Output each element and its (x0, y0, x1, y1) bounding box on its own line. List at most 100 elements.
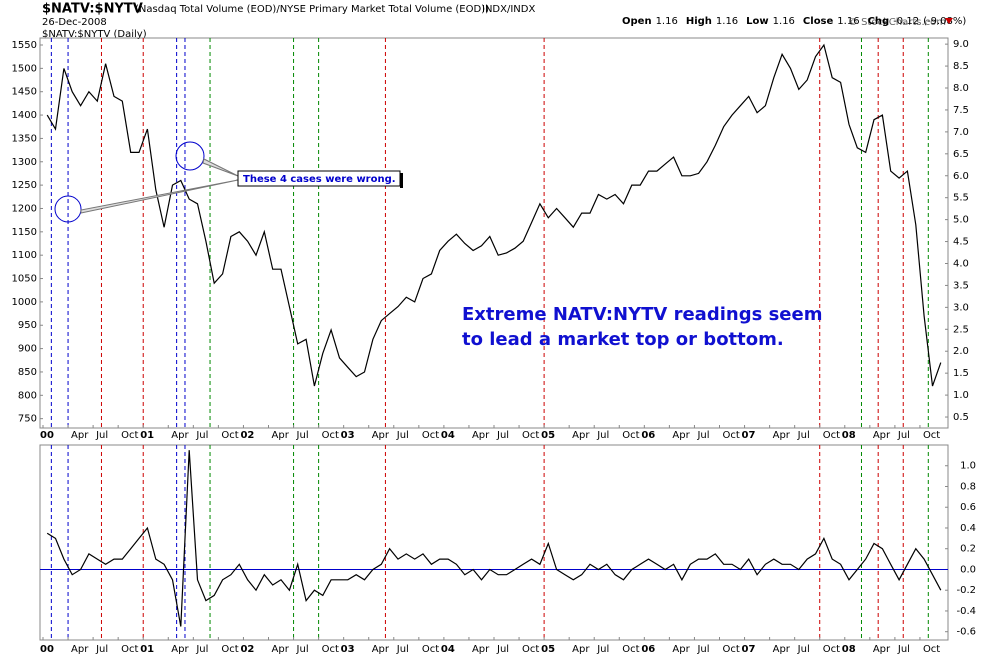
x-tick-label: Oct (121, 430, 138, 441)
series-line (46, 43, 942, 387)
x-tick-label: Jul (797, 644, 810, 655)
date: 26-Dec-2008 (42, 17, 107, 28)
x-tick-label: Oct (923, 430, 940, 441)
y-tick-label: 0.8 (960, 481, 976, 492)
x-tick-label: Oct (221, 644, 238, 655)
x-tick-label: Jul (496, 430, 509, 441)
y-tick-label: -0.6 (956, 627, 976, 638)
y2-tick-label: 4.0 (953, 258, 969, 269)
x-tick-label: 06 (641, 644, 655, 655)
x-tick-label: Oct (221, 430, 238, 441)
x-tick-label: Oct (723, 430, 740, 441)
callout-text: These 4 cases were wrong. (243, 174, 396, 185)
y2-tick-label: 3.5 (953, 280, 969, 291)
circle (54, 195, 82, 223)
x-tick-label: Apr (272, 644, 290, 655)
y2-tick-label: 8.0 (953, 83, 969, 94)
y2-tick-label: 2.0 (953, 346, 969, 357)
quote-label: Close (803, 16, 834, 27)
quote-label: Low (746, 16, 768, 27)
x-tick-label: 03 (341, 430, 355, 441)
x-tick-label: 01 (140, 430, 154, 441)
x-tick-label: Jul (596, 430, 609, 441)
x-tick-label: Jul (696, 430, 709, 441)
y-tick-label: 900 (18, 344, 37, 355)
quote-value: 1.16 (656, 16, 678, 27)
y-tick-label: 1100 (12, 250, 37, 261)
x-tick-label: 08 (842, 644, 856, 655)
y-tick-label: 1300 (12, 157, 37, 168)
x-tick-label: 05 (541, 430, 555, 441)
y2-tick-label: 1.5 (953, 368, 969, 379)
x-tick-label: Apr (472, 430, 490, 441)
quote: Open 1.16 High 1.16 Low 1.16 Close 1.16 Chg -0.12… (622, 16, 966, 27)
x-tick-label: Apr (372, 644, 390, 655)
x-tick-label: Apr (873, 644, 891, 655)
x-tick-label: 07 (742, 430, 756, 441)
x-tick-label: Apr (372, 430, 390, 441)
x-tick-label: 02 (240, 644, 254, 655)
y2-tick-label: 4.5 (953, 237, 969, 248)
x-tick-label: Jul (897, 644, 910, 655)
credit: © StockCharts.com (848, 17, 946, 28)
x-tick-label: Oct (823, 644, 840, 655)
quote-pct: (-9.08%) (923, 16, 966, 27)
y-tick-label: -0.2 (956, 585, 976, 596)
panel-label: $NATV:$NYTV (Daily) (42, 29, 147, 40)
x-tick-label: 04 (441, 644, 455, 655)
y-tick-label: 1200 (12, 203, 37, 214)
x-tick-label: 08 (842, 430, 856, 441)
y2-tick-label: 1.0 (953, 390, 969, 401)
x-tick-label: Jul (95, 430, 108, 441)
y2-tick-label: 9.0 (953, 39, 969, 50)
y-tick-label: 1.0 (960, 461, 976, 472)
y-tick-label: 750 (18, 414, 37, 425)
symbol: $NATV:$NYTV (42, 2, 143, 17)
y-tick-label: 0.2 (960, 544, 976, 555)
x-tick-label: Apr (873, 430, 891, 441)
quote-value: -0.12 (893, 16, 919, 27)
x-tick-label: Oct (622, 430, 639, 441)
x-tick-label: Apr (472, 644, 490, 655)
x-tick-label: 00 (40, 644, 54, 655)
x-tick-label: Oct (923, 644, 940, 655)
y2-tick-label: 0.5 (953, 412, 969, 423)
y2-tick-label: 6.5 (953, 149, 969, 160)
description: (Nasdaq Total Volume (EOD)/NYSE Primary … (135, 4, 489, 15)
x-tick-label: Oct (121, 644, 138, 655)
x-tick-label: Apr (572, 644, 590, 655)
x-tick-label: Apr (572, 430, 590, 441)
y2-tick-label: 7.0 (953, 127, 969, 138)
y2-tick-label: 8.5 (953, 61, 969, 72)
note: Extreme NATV:NYTV readings seem (462, 304, 822, 325)
y-tick-label: 1500 (12, 63, 37, 74)
x-tick-label: Jul (296, 430, 309, 441)
quote-value: 1.16 (773, 16, 795, 27)
x-tick-label: Jul (696, 644, 709, 655)
exchange: INDX/INDX (482, 4, 535, 15)
series-line (46, 450, 942, 627)
y-tick-label: 1450 (12, 87, 37, 98)
down-arrow (945, 18, 953, 24)
callout: These 4 cases were wrong. (54, 141, 403, 223)
x-tick-label: Apr (171, 430, 189, 441)
x-tick-label: Jul (95, 644, 108, 655)
x-tick-label: Apr (672, 644, 690, 655)
arrow (80, 179, 239, 214)
x-tick-label: 00 (40, 430, 54, 441)
x-tick-label: 04 (441, 430, 455, 441)
x-tick-label: 05 (541, 644, 555, 655)
plot-layers: 750 800 850 900 950 1000 1050 1100 1150 1200 1250 1… (12, 38, 976, 655)
note: to lead a market top or bottom. (462, 329, 784, 350)
y-tick-label: 1050 (12, 274, 37, 285)
x-tick-label: Apr (272, 430, 290, 441)
quote-value: 1.16 (837, 16, 859, 27)
y2-tick-label: 5.5 (953, 193, 969, 204)
y-tick-label: 1250 (12, 180, 37, 191)
x-tick-label: Oct (322, 430, 339, 441)
y-tick-label: 1000 (12, 297, 37, 308)
x-tick-label: Apr (71, 644, 89, 655)
x-tick-label: Apr (773, 644, 791, 655)
x-tick-label: 07 (742, 644, 756, 655)
